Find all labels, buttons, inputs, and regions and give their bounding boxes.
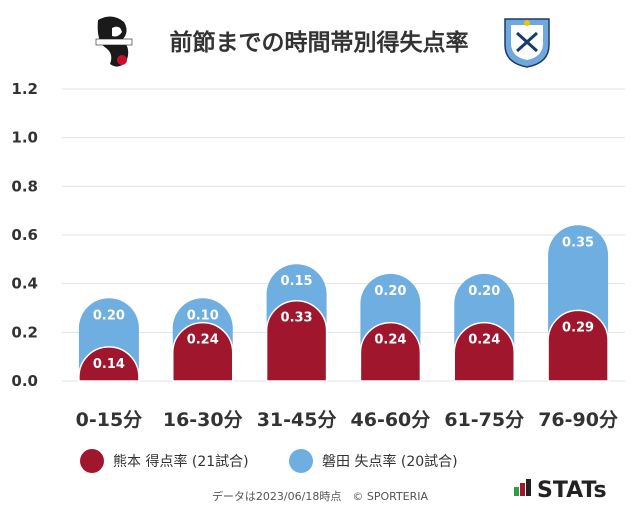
legend-swatch-iwata <box>289 449 313 473</box>
bar-kumamoto <box>172 321 234 382</box>
legend-label-kumamoto: 熊本 得点率 (21試合) <box>113 453 249 470</box>
x-tick-label: 46-60分 <box>351 409 431 431</box>
y-tick-label: 0.8 <box>11 177 38 195</box>
data-label-iwata: 0.10 <box>187 308 219 323</box>
kumamoto-crest-icon <box>95 16 133 67</box>
y-axis: 0.0 0.2 0.4 0.6 0.8 1.0 1.2 <box>11 80 38 390</box>
x-tick-label: 16-30分 <box>163 409 243 431</box>
bar-kumamoto <box>78 346 140 382</box>
data-label-kumamoto: 0.29 <box>562 320 594 335</box>
iwata-crest-icon <box>504 18 550 68</box>
x-axis: 0-15分 16-30分 31-45分 46-60分 61-75分 76-90分 <box>76 409 618 431</box>
data-label-iwata: 0.15 <box>281 274 313 289</box>
data-label-iwata: 0.20 <box>374 284 406 299</box>
x-tick-label: 31-45分 <box>257 409 337 431</box>
legend-label-iwata: 磐田 失点率 (20試合) <box>322 453 458 470</box>
stats-logo-bar-dark <box>526 479 531 496</box>
data-label-iwata: 0.20 <box>93 308 125 323</box>
data-label-iwata: 0.35 <box>562 235 594 250</box>
bar-kumamoto <box>547 309 609 382</box>
x-tick-label: 0-15分 <box>76 409 143 431</box>
stats-logo: STATs <box>514 478 607 503</box>
y-tick-label: 1.0 <box>11 129 38 147</box>
bars: 0.20 0.14 0.10 0.24 0.15 0.33 0.20 0.24 0.20 0.24… <box>78 225 609 382</box>
data-label-kumamoto: 0.24 <box>187 333 219 348</box>
legend-swatch-kumamoto <box>80 449 104 473</box>
legend: 熊本 得点率 (21試合) 磐田 失点率 (20試合) <box>80 449 458 473</box>
bar-kumamoto <box>359 321 422 382</box>
data-label-kumamoto: 0.24 <box>374 333 406 348</box>
chart-title: 前節までの時間帯別得失点率 <box>170 29 469 56</box>
x-tick-label: 76-90分 <box>538 409 618 431</box>
stats-logo-bar-red <box>520 483 525 496</box>
y-tick-label: 1.2 <box>11 80 38 98</box>
bar-kumamoto <box>453 321 515 382</box>
data-label-iwata: 0.20 <box>468 284 500 299</box>
x-tick-label: 61-75分 <box>444 409 524 431</box>
legend-item-kumamoto: 熊本 得点率 (21試合) <box>80 449 249 473</box>
y-tick-label: 0.4 <box>11 275 38 293</box>
stats-logo-text: STATs <box>537 478 607 503</box>
y-tick-label: 0.0 <box>11 372 38 390</box>
data-label-kumamoto: 0.33 <box>281 311 313 326</box>
data-label-kumamoto: 0.24 <box>468 333 500 348</box>
legend-item-iwata: 磐田 失点率 (20試合) <box>289 449 458 473</box>
stats-logo-bar-green <box>514 487 519 496</box>
bar-kumamoto <box>265 300 328 382</box>
y-tick-label: 0.2 <box>11 323 38 341</box>
grid-lines <box>62 88 625 382</box>
y-tick-label: 0.6 <box>11 226 38 244</box>
footer-credit: データは2023/06/18時点 © SPORTERIA <box>212 489 429 503</box>
data-label-kumamoto: 0.14 <box>93 357 125 372</box>
